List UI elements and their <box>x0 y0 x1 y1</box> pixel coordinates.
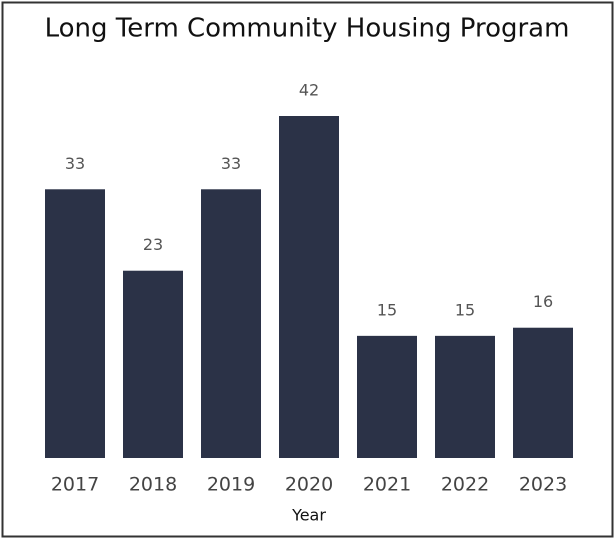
x-axis-label: Year <box>291 506 326 525</box>
x-tick-label: 2023 <box>519 474 567 496</box>
x-tick-label: 2022 <box>441 474 489 496</box>
bar <box>279 116 339 458</box>
bar <box>513 327 573 458</box>
data-label: 23 <box>143 235 163 254</box>
data-label: 33 <box>221 154 241 173</box>
data-label: 33 <box>65 154 85 173</box>
x-tick-label: 2020 <box>285 474 333 496</box>
bar <box>123 270 183 458</box>
data-label: 42 <box>299 81 319 100</box>
data-label: 15 <box>455 300 475 319</box>
data-label: 15 <box>377 300 397 319</box>
x-tick-label: 2021 <box>363 474 411 496</box>
bar <box>45 189 105 459</box>
x-tick-label: 2018 <box>129 474 177 496</box>
chart-title: Long Term Community Housing Program <box>45 14 570 44</box>
data-label: 16 <box>533 292 553 311</box>
x-tick-label: 2017 <box>51 474 99 496</box>
bar <box>201 189 261 459</box>
bar <box>435 335 495 458</box>
bar <box>357 335 417 458</box>
x-tick-label: 2019 <box>207 474 255 496</box>
